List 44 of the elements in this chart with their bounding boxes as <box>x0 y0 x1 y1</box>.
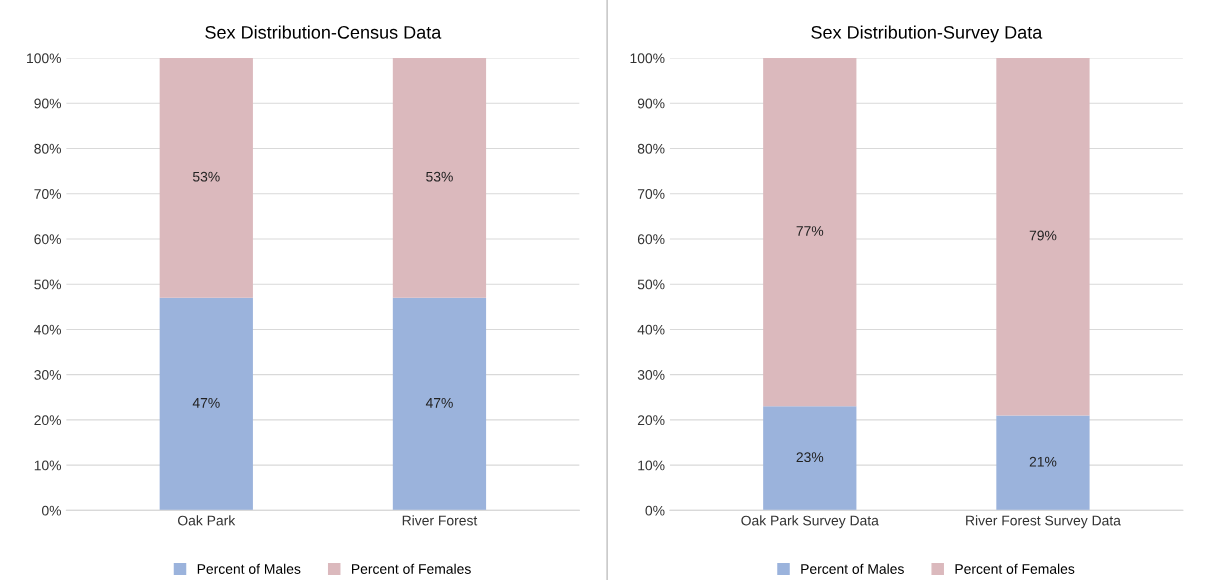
y-tick-label: 100% <box>630 53 665 64</box>
x-tick-label: Oak Park <box>178 515 236 526</box>
x-tick-label: River Forest Survey Data <box>966 515 1121 529</box>
y-tick-label: 90% <box>34 98 62 109</box>
data-label: 77% <box>796 226 824 236</box>
bar <box>996 58 1090 416</box>
data-label: 23% <box>796 452 824 463</box>
y-tick-label: 60% <box>34 234 62 245</box>
y-tick-label: 40% <box>34 324 62 335</box>
y-tick-label: 10% <box>638 460 665 471</box>
y-tick-label: 80% <box>34 143 62 154</box>
y-tick-label: 80% <box>637 143 665 154</box>
y-tick-label: 70% <box>637 189 665 199</box>
y-tick-label: 0% <box>41 505 62 516</box>
y-tick-label: 50% <box>34 279 62 290</box>
chart-title: Sex Distribution-Survey Data <box>811 25 1043 43</box>
x-tick-label: Oak Park Survey Data <box>741 515 879 529</box>
x-tick-label: River Forest <box>402 515 478 526</box>
y-tick-label: 40% <box>637 324 665 335</box>
bar <box>763 58 857 407</box>
data-label: 53% <box>192 171 220 182</box>
y-tick-label: 0% <box>645 505 665 516</box>
legend-label: Percent of Females <box>955 563 1075 574</box>
legend-label: Percent of Males <box>197 563 301 574</box>
y-tick-label: 100% <box>27 53 62 64</box>
data-label: 47% <box>425 398 453 408</box>
y-tick-label: 10% <box>34 460 62 471</box>
y-tick-label: 50% <box>637 279 665 290</box>
y-tick-label: 30% <box>637 370 665 380</box>
data-label: 21% <box>1029 456 1057 467</box>
bar <box>996 415 1090 511</box>
data-label: 53% <box>426 171 453 182</box>
y-tick-label: 70% <box>34 189 62 199</box>
data-label: 47% <box>192 398 220 408</box>
y-tick-label: 90% <box>637 98 665 109</box>
legend-label: Percent of Females <box>352 563 471 574</box>
chart-title: Sex Distribution-Census Data <box>205 25 442 39</box>
bar <box>763 406 857 511</box>
y-tick-label: 60% <box>637 234 665 245</box>
y-tick-label: 20% <box>34 415 62 426</box>
data-label: 79% <box>1029 230 1057 241</box>
legend-label: Percent of Males <box>801 563 904 574</box>
y-tick-label: 30% <box>34 370 62 380</box>
y-tick-label: 20% <box>637 415 665 426</box>
